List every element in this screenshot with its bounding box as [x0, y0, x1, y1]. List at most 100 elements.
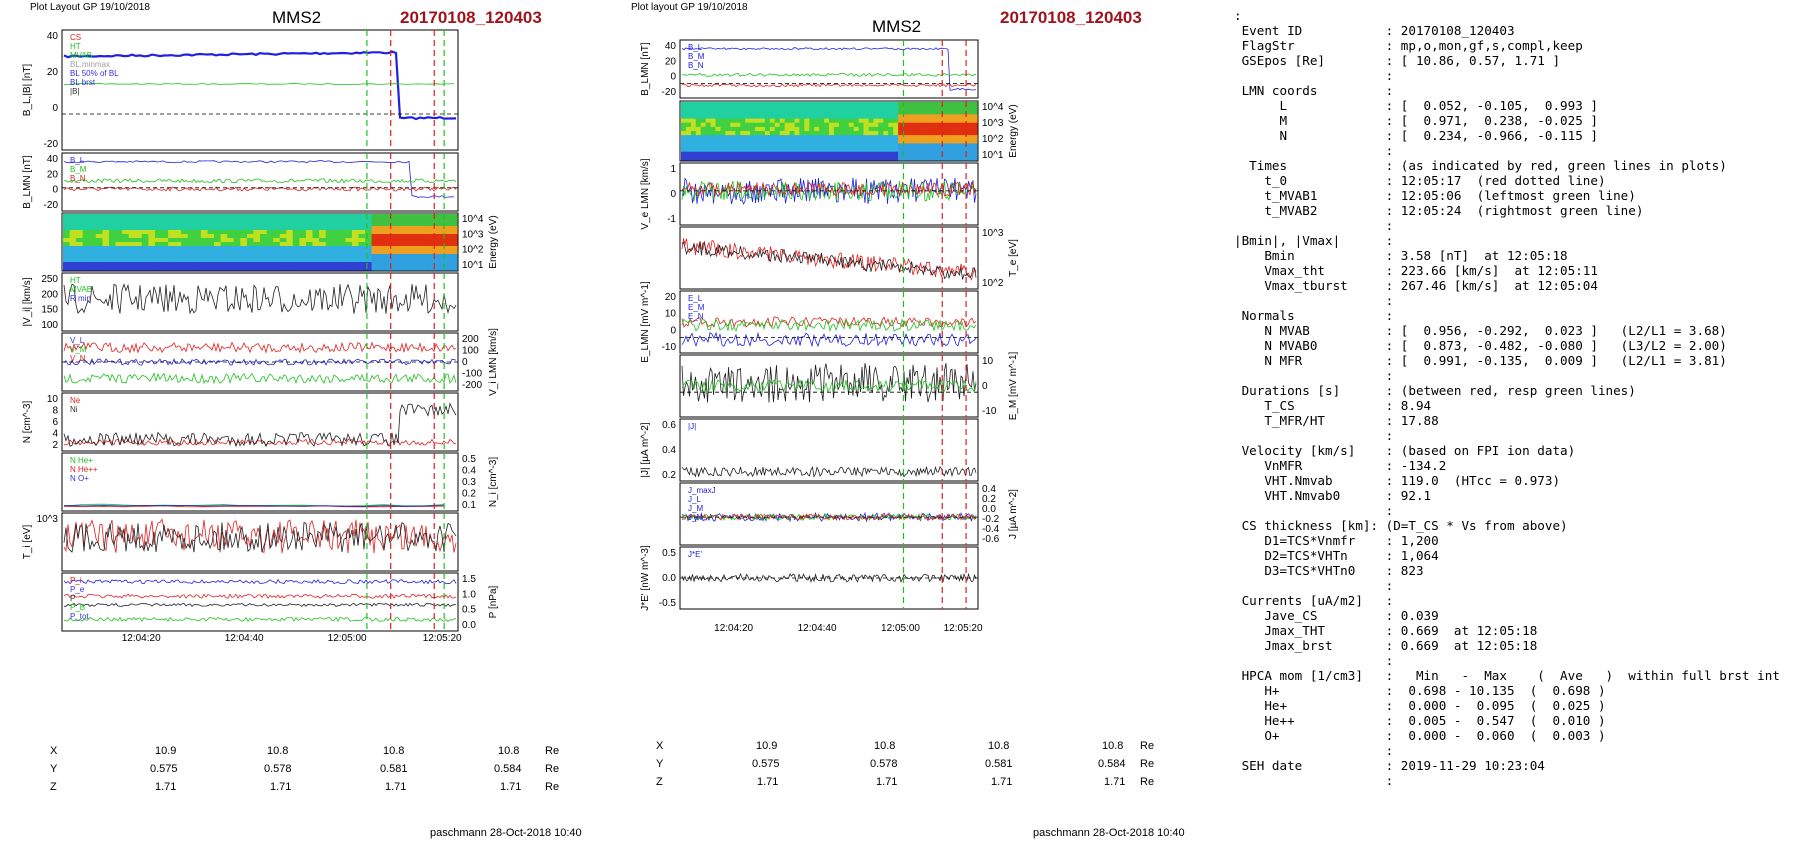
- series-line: [682, 72, 977, 77]
- spectrogram-cell: [299, 222, 307, 227]
- spectrogram-cell: [351, 262, 360, 267]
- spectrogram-cell: [695, 139, 702, 144]
- spectrogram-cell: [351, 266, 360, 271]
- spectrogram-cell: [705, 131, 712, 136]
- spectrogram-cell: [769, 102, 776, 107]
- spectrogram-cell: [365, 230, 373, 235]
- spectrogram-cell: [848, 106, 855, 111]
- spectrogram-cell: [181, 242, 189, 247]
- spectrogram-cell: [345, 230, 353, 235]
- spectrogram-cell: [325, 226, 333, 231]
- legend-entry: R min: [70, 294, 91, 303]
- spectrogram-cell: [730, 155, 736, 161]
- spectrogram-cell: [893, 143, 899, 149]
- spectrogram-cell: [957, 147, 963, 153]
- spectrogram-cell: [922, 147, 929, 153]
- tick-label: 4: [52, 429, 58, 440]
- spectrogram-cell: [814, 131, 820, 136]
- spectrogram-cell: [838, 102, 845, 107]
- spectrogram-cell: [95, 242, 103, 247]
- summary-line: L : [ 0.052, -0.105, 0.993 ]: [1234, 98, 1598, 113]
- spectrogram-cell: [893, 151, 899, 157]
- spectrogram-cell: [187, 266, 195, 271]
- spectrogram-cell: [937, 135, 943, 140]
- spectrogram-cell: [273, 218, 281, 223]
- spectrogram-cell: [417, 234, 425, 239]
- spectrogram-cell: [774, 114, 781, 120]
- spectrogram-cell: [148, 214, 156, 219]
- spectrogram-cell: [824, 135, 830, 140]
- axis-label: Energy (eV): [488, 215, 499, 268]
- spectrogram-cell: [922, 131, 929, 136]
- spectrogram-cell: [148, 218, 156, 223]
- spectrogram-cell: [292, 242, 300, 247]
- tick-label: 0: [670, 72, 676, 83]
- spectrogram-cell: [397, 230, 406, 235]
- spectrogram-cell: [878, 151, 884, 157]
- spectrogram-cell: [848, 135, 855, 140]
- spectrogram-cell: [745, 102, 751, 107]
- spectrogram-cell: [700, 143, 707, 149]
- spectrogram-cell: [312, 250, 320, 255]
- spectrogram-cell: [128, 246, 136, 251]
- spectrogram-cell: [710, 126, 717, 132]
- spectrogram-cell: [233, 230, 241, 235]
- spectrogram-cell: [833, 139, 840, 144]
- spectrogram-cell: [246, 254, 255, 259]
- spectrogram-cell: [207, 254, 215, 259]
- spectrogram-cell: [253, 266, 261, 271]
- spectrogram-cell: [764, 114, 771, 120]
- spectrogram-cell: [233, 222, 241, 227]
- spectrogram-cell: [424, 218, 432, 223]
- tick-label: 200: [41, 289, 58, 300]
- spectrogram-cell: [957, 126, 963, 132]
- spectrogram-cell: [220, 238, 228, 243]
- spectrogram-cell: [769, 143, 776, 149]
- spectrogram-cell: [319, 266, 327, 271]
- time-tick-label: 12:04:40: [225, 633, 264, 644]
- spectrogram-cell: [853, 151, 860, 157]
- spectrogram-cell: [685, 110, 692, 115]
- spectrogram-cell: [89, 218, 97, 223]
- panel-frame: [61, 272, 459, 332]
- spectrogram-cell: [63, 218, 71, 223]
- spectrogram-cell: [903, 114, 909, 120]
- spectrogram-cell: [404, 242, 412, 247]
- spectrogram-cell: [292, 234, 300, 239]
- spectrogram-cell: [764, 151, 771, 157]
- spectrogram-cell: [833, 135, 840, 140]
- panel-frame: [61, 29, 459, 151]
- spectrogram-cell: [769, 114, 776, 120]
- spectrogram-cell: [109, 218, 117, 223]
- spectrogram-cell: [735, 102, 741, 107]
- spectrogram-cell: [759, 135, 766, 140]
- spectrogram-cell: [819, 110, 825, 115]
- spectrogram-cell: [227, 222, 235, 227]
- summary-line: D2=TCS*VHTn : 1,064: [1234, 548, 1439, 563]
- spectrogram-cell: [789, 151, 795, 157]
- spectrogram-cell: [378, 226, 386, 231]
- spectrogram-cell: [128, 254, 136, 259]
- spectrogram-cell: [705, 114, 712, 120]
- summary-line: :: [1234, 143, 1394, 158]
- spectrogram-cell: [338, 250, 346, 255]
- spectrogram-cell: [947, 135, 953, 140]
- spectrogram-cell: [720, 126, 726, 132]
- spectrogram-cell: [411, 242, 419, 247]
- spectrogram-cell: [378, 266, 386, 271]
- spectrogram-cell: [200, 234, 209, 239]
- spectrogram-cell: [893, 118, 899, 124]
- spectrogram-cell: [168, 266, 176, 271]
- spectrogram-cell: [843, 135, 850, 140]
- spectrogram-cell: [161, 242, 169, 247]
- summary-line: Velocity [km/s] : (based on FPI ion data…: [1234, 443, 1576, 458]
- spectrogram-cell: [720, 118, 726, 124]
- spectrogram-cell: [358, 266, 366, 271]
- spectrogram-cell: [338, 258, 346, 263]
- spectrogram-cell: [764, 106, 771, 111]
- tick-label: 0.0: [462, 620, 476, 631]
- spectrogram-cell: [128, 238, 136, 243]
- series-line: [63, 178, 457, 184]
- spectrogram-cell: [260, 254, 268, 259]
- spectrogram-cell: [720, 139, 726, 144]
